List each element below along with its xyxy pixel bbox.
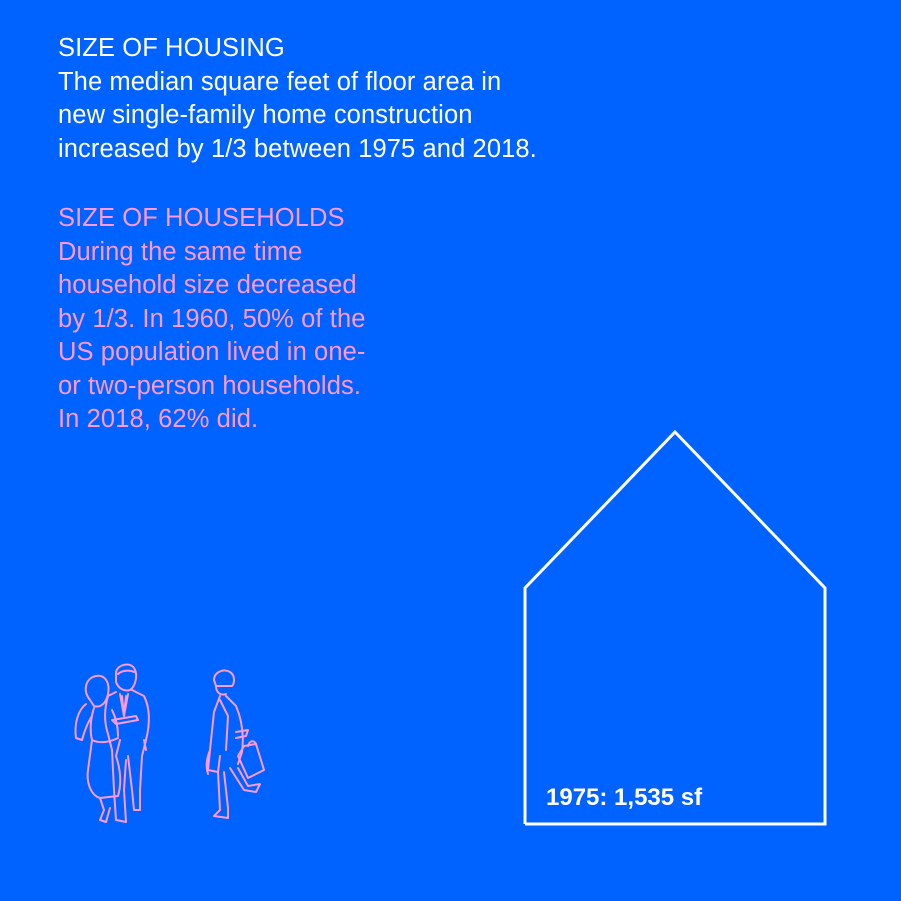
couple-walking-icon [74,663,150,823]
housing-section: SIZE OF HOUSING The median square feet o… [58,32,537,166]
people-illustration [60,660,280,835]
households-heading: SIZE OF HOUSEHOLDS [58,204,345,232]
households-text-line: During the same time [58,237,303,266]
person-walking-with-bag-icon [205,669,265,819]
households-text-line: In 2018, 62% did. [58,405,259,433]
house-graphic: 1975: 1,535 sf [520,428,830,828]
households-text-line: or two-person households. [58,371,362,400]
housing-heading: SIZE OF HOUSING [58,34,285,62]
households-text-line: household size decreased [58,271,357,299]
households-text-line: US population lived in one- [58,338,366,366]
housing-text-line: increased by 1/3 between 1975 and 2018. [58,134,537,163]
households-section: SIZE OF HOUSEHOLDS During the same time … [58,202,478,437]
housing-text-line: new single-family home construction [58,101,473,129]
housing-text-line: The median square feet of floor area in [58,67,502,96]
house-size-label: 1975: 1,535 sf [546,784,703,811]
households-text-line: by 1/3. In 1960, 50% of the [58,304,366,333]
house-outline-icon [523,429,827,826]
